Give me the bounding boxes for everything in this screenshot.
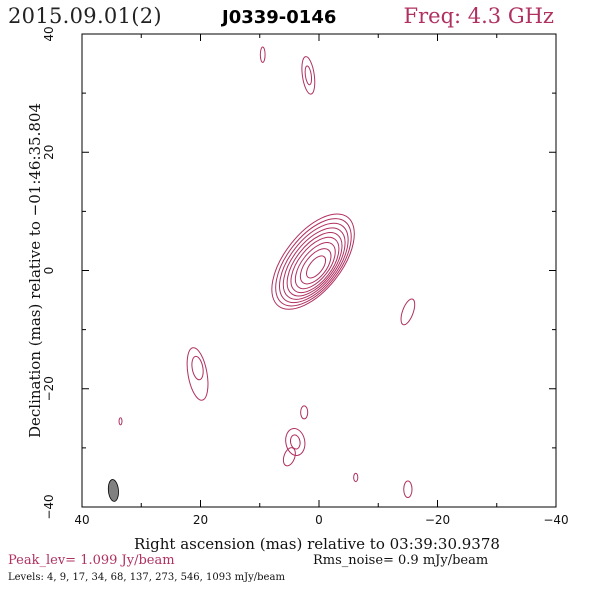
x-tick-label: 40	[74, 513, 89, 527]
x-tick-label: −40	[543, 513, 568, 527]
blob-n2-inner	[304, 65, 313, 86]
beam-ellipse	[107, 479, 119, 502]
x-tick-label: −20	[425, 513, 450, 527]
y-tick-label: −40	[42, 494, 56, 519]
contours-layer	[118, 46, 416, 499]
y-tick-label: −20	[42, 376, 56, 401]
peak-level: Peak_lev= 1.099 Jy/beam	[8, 553, 175, 568]
blob-s2-inner	[289, 434, 301, 450]
core-contour-5	[286, 232, 343, 297]
axis-ticks	[81, 33, 557, 508]
core-contour-3	[278, 222, 349, 304]
plot-frame	[81, 33, 557, 508]
y-tick-label: 20	[42, 145, 56, 160]
frequency-label: Freq: 4.3 GHz	[403, 4, 554, 28]
epoch-date: 2015.09.01(2)	[8, 4, 162, 28]
y-tick-label: 40	[42, 26, 56, 41]
core-contour-4	[282, 227, 346, 300]
blob-se2	[403, 480, 413, 499]
blob-s3	[282, 447, 296, 467]
y-axis-label: Declination (mas) relative to −01:46:35.…	[26, 103, 44, 438]
core-contour-8	[299, 248, 332, 285]
x-tick-label: 20	[193, 513, 208, 527]
core-contour-1	[271, 213, 355, 310]
core-contour-2	[275, 218, 352, 307]
blob-s2	[285, 427, 306, 456]
tick-labels: 40 20 0 −20 −40 −40 −20 0 20 40	[42, 26, 569, 527]
blob-se1	[353, 472, 359, 483]
core-contour-7	[294, 242, 336, 290]
blob-n1	[259, 46, 266, 63]
blob-w1-inner	[191, 355, 204, 381]
x-axis-label: Right ascension (mas) relative to 03:39:…	[134, 535, 500, 553]
rms-noise: Rms_noise= 0.9 mJy/beam	[313, 553, 489, 568]
y-tick-label: 0	[42, 267, 56, 275]
blob-w1	[186, 347, 209, 401]
x-tick-label: 0	[315, 513, 323, 527]
source-name: J0339-0146	[222, 7, 337, 28]
blob-sw	[118, 417, 123, 426]
blob-s1	[300, 405, 309, 420]
core-contour-6	[290, 236, 340, 294]
blob-n2	[301, 56, 316, 95]
beam-layer	[107, 479, 119, 502]
core-contour-9	[306, 255, 327, 279]
frame-rect	[81, 33, 557, 508]
contour-levels: Levels: 4, 9, 17, 34, 68, 137, 273, 546,…	[8, 572, 285, 583]
blob-e1	[400, 298, 416, 326]
